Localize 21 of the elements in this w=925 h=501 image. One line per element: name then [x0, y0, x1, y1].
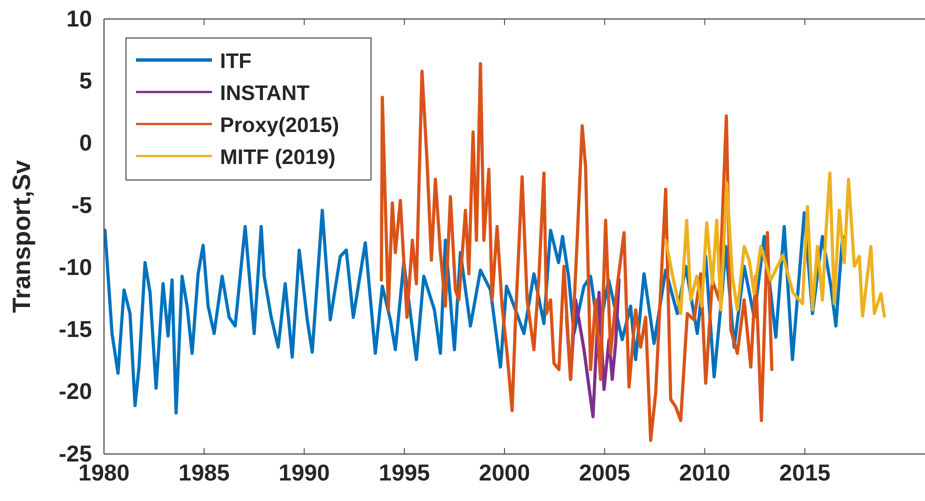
x-tick-label: 2005	[579, 459, 630, 486]
y-tick-label: 5	[79, 68, 92, 94]
y-tick-label: -20	[58, 378, 92, 404]
x-tick-label: 1985	[178, 459, 230, 486]
x-tick-label: 2010	[679, 459, 730, 486]
legend-label: Proxy(2015)	[220, 114, 340, 137]
legend-label: INSTANT	[220, 82, 310, 105]
x-tick-label: 2000	[478, 459, 530, 486]
y-tick-label: 0	[79, 130, 92, 156]
x-tick-label: 1995	[378, 459, 430, 486]
legend-label: MITF (2019)	[220, 146, 336, 169]
y-axis-title: Transport,Sv	[8, 160, 36, 313]
legend-label: ITF	[220, 50, 252, 73]
line-series	[664, 172, 886, 318]
x-tick-label: 2015	[779, 459, 831, 486]
y-tick-label: -5	[72, 192, 92, 218]
x-tick-label: 1990	[278, 459, 330, 486]
y-tick-label: -15	[58, 316, 92, 342]
y-tick-label: -10	[58, 254, 92, 280]
y-tick-label: 10	[66, 5, 92, 32]
line-series	[380, 62, 774, 442]
